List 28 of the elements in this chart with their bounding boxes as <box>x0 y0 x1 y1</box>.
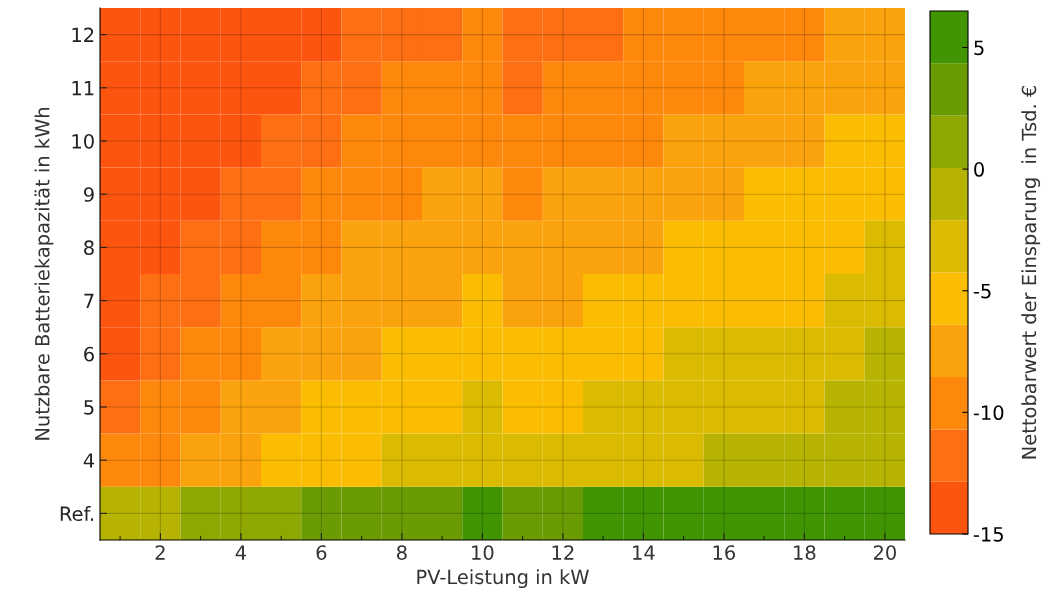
y-tick-label: 9 <box>83 187 94 202</box>
y-tick-label: 6 <box>84 346 94 362</box>
color-bar-title: Nettobarwert der Einsparung in Tsd. € <box>1021 86 1041 459</box>
x-tick-label: 14 <box>633 545 655 560</box>
x-tick-label: 10 <box>472 545 494 560</box>
color-bar-label: 5 <box>974 40 984 56</box>
x-tick-label: 6 <box>316 545 327 560</box>
color-bar-label: -10 <box>973 405 1004 421</box>
y-tick-label: 4 <box>83 453 95 468</box>
y-tick-label: 5 <box>84 400 94 415</box>
y-tick-label: 10 <box>72 133 94 149</box>
color-bar-label: -15 <box>973 527 1003 542</box>
x-tick-label: 12 <box>552 545 574 560</box>
y-axis-title: Nutzbare Batteriekapazität in kWh <box>34 108 54 440</box>
color-bar-label: 0 <box>974 162 984 177</box>
y-tick-label: 11 <box>72 81 94 96</box>
x-tick-label: 4 <box>235 545 246 560</box>
y-tick-label: 7 <box>84 293 94 308</box>
y-tick-label: 12 <box>72 27 94 42</box>
color-bar-label: -5 <box>973 283 991 299</box>
x-tick-label: 18 <box>794 545 816 560</box>
x-axis-title: PV-Leistung in kW <box>417 569 589 589</box>
x-tick-label: 20 <box>873 545 896 560</box>
y-tick-label: Ref. <box>60 506 94 522</box>
x-tick-label: 16 <box>713 545 736 560</box>
y-tick-label: 8 <box>84 240 94 256</box>
x-tick-label: 2 <box>155 545 165 560</box>
x-tick-label: 8 <box>397 545 407 560</box>
